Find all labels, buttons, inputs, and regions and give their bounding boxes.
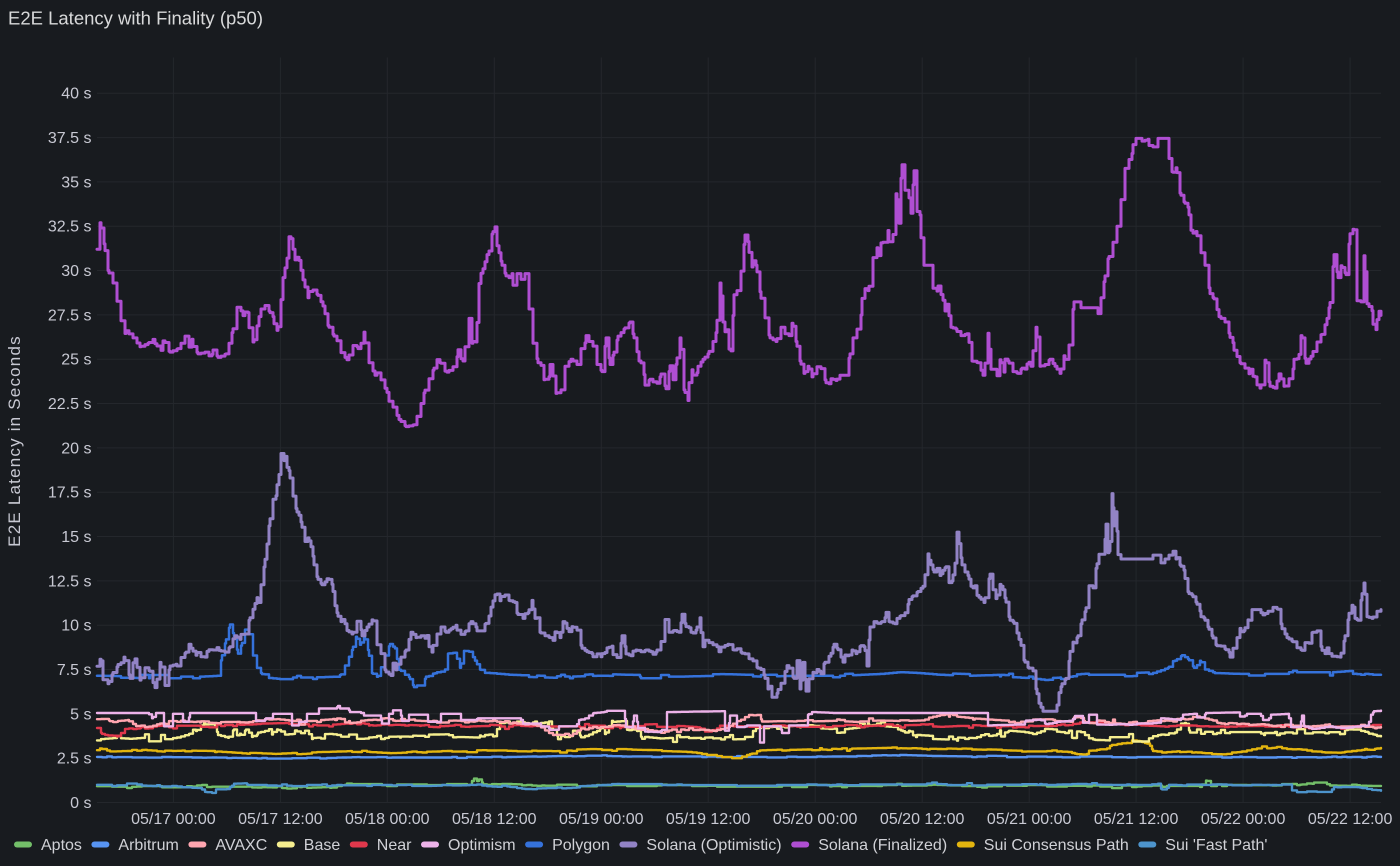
svg-text:Solana (Optimistic): Solana (Optimistic) <box>646 837 781 854</box>
svg-text:35 s: 35 s <box>61 174 91 191</box>
svg-text:05/17 12:00: 05/17 12:00 <box>238 811 323 828</box>
svg-text:17.5 s: 17.5 s <box>48 485 92 502</box>
svg-text:Sui Consensus Path: Sui Consensus Path <box>984 837 1129 854</box>
svg-text:05/18 12:00: 05/18 12:00 <box>452 811 537 828</box>
svg-text:15 s: 15 s <box>61 529 91 546</box>
svg-text:05/19 00:00: 05/19 00:00 <box>559 811 644 828</box>
svg-text:25 s: 25 s <box>61 352 91 369</box>
svg-text:05/20 00:00: 05/20 00:00 <box>773 811 858 828</box>
svg-text:2.5 s: 2.5 s <box>57 751 92 768</box>
svg-text:37.5 s: 37.5 s <box>48 130 92 147</box>
svg-text:Polygon: Polygon <box>552 837 610 854</box>
svg-text:7.5 s: 7.5 s <box>57 662 92 679</box>
svg-text:5 s: 5 s <box>70 706 91 723</box>
svg-text:Sui 'Fast Path': Sui 'Fast Path' <box>1165 837 1267 854</box>
svg-text:05/21 12:00: 05/21 12:00 <box>1094 811 1179 828</box>
svg-text:20 s: 20 s <box>61 440 91 457</box>
svg-text:Optimism: Optimism <box>448 837 516 854</box>
svg-text:05/20 12:00: 05/20 12:00 <box>880 811 965 828</box>
svg-text:32.5 s: 32.5 s <box>48 219 92 236</box>
svg-text:27.5 s: 27.5 s <box>48 307 92 324</box>
svg-text:40 s: 40 s <box>61 86 91 103</box>
svg-text:05/21 00:00: 05/21 00:00 <box>987 811 1072 828</box>
svg-text:05/22 00:00: 05/22 00:00 <box>1201 811 1286 828</box>
svg-text:E2E Latency in Seconds: E2E Latency in Seconds <box>5 335 24 547</box>
svg-text:0 s: 0 s <box>70 795 91 812</box>
svg-text:Arbitrum: Arbitrum <box>118 837 178 854</box>
svg-text:AVAXC: AVAXC <box>215 837 267 854</box>
svg-text:E2E Latency with Finality (p50: E2E Latency with Finality (p50) <box>8 8 263 29</box>
svg-text:Solana (Finalized): Solana (Finalized) <box>818 837 947 854</box>
svg-text:05/19 12:00: 05/19 12:00 <box>666 811 751 828</box>
svg-text:22.5 s: 22.5 s <box>48 396 92 413</box>
svg-text:05/17 00:00: 05/17 00:00 <box>131 811 216 828</box>
svg-text:Base: Base <box>304 837 341 854</box>
svg-text:30 s: 30 s <box>61 263 91 280</box>
svg-text:05/18 00:00: 05/18 00:00 <box>345 811 430 828</box>
svg-text:05/22 12:00: 05/22 12:00 <box>1308 811 1393 828</box>
svg-text:12.5 s: 12.5 s <box>48 573 92 590</box>
svg-text:Aptos: Aptos <box>41 837 82 854</box>
svg-text:10 s: 10 s <box>61 618 91 635</box>
svg-text:Near: Near <box>377 837 412 854</box>
